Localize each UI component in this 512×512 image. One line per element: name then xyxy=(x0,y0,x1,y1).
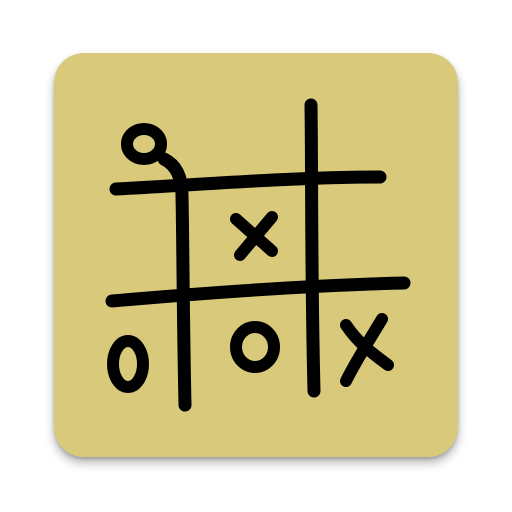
o-mark-bottom-left xyxy=(107,335,149,393)
o-mark-bottom-middle xyxy=(230,321,280,373)
o-mark-top-left xyxy=(121,123,167,165)
icon-background xyxy=(54,53,458,457)
board-marks xyxy=(107,123,394,393)
grid-line-horizontal-top xyxy=(109,170,387,196)
board-grid-lines xyxy=(105,98,411,412)
grid-line-vertical-right xyxy=(304,98,321,398)
x-mark-bottom-right xyxy=(340,313,394,387)
grid-line-vertical-left xyxy=(157,152,192,412)
x-mark-center xyxy=(230,211,278,261)
tic-tac-toe-app-icon[interactable] xyxy=(54,53,458,457)
grid-line-horizontal-bottom xyxy=(105,276,411,308)
